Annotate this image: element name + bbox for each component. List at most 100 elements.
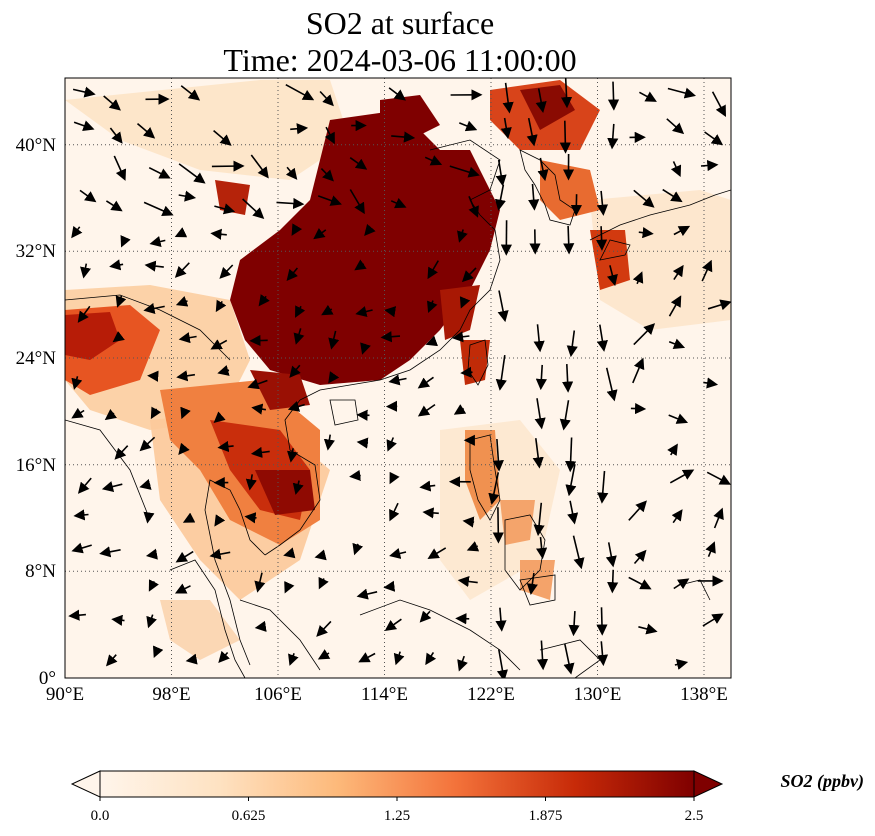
wind-arrow: [73, 509, 89, 521]
wind-arrow: [560, 78, 573, 109]
wind-arrow: [175, 296, 189, 307]
wind-arrow: [668, 413, 689, 424]
wind-arrow: [217, 365, 230, 376]
wind-arrow: [393, 651, 405, 666]
wind-arrow: [703, 377, 719, 389]
wind-arrow: [673, 225, 691, 237]
wind-arrow: [114, 445, 129, 460]
wind-arrow: [180, 406, 191, 420]
wind-arrow: [218, 650, 230, 663]
wind-arrow: [532, 438, 544, 469]
wind-arrow: [672, 264, 684, 281]
wind-arrow: [349, 469, 361, 482]
wind-arrow: [364, 223, 376, 237]
wind-arrow: [668, 338, 686, 350]
wind-arrow: [596, 641, 609, 667]
wind-arrow: [284, 581, 295, 594]
lat-tick: 16°N: [16, 455, 57, 476]
wind-arrow: [417, 403, 436, 417]
wind-arrow: [349, 189, 365, 215]
wind-arrow: [632, 271, 644, 285]
wind-arrow: [215, 299, 227, 313]
wind-arrow: [290, 123, 309, 135]
wind-arrow: [317, 195, 342, 206]
colorbar-max-extend: [693, 770, 724, 798]
wind-arrow: [457, 655, 468, 672]
wind-arrow: [324, 126, 335, 145]
wind-arrow: [628, 576, 652, 590]
wind-arrow: [667, 443, 678, 456]
wind-arrow: [389, 547, 407, 559]
wind-arrow: [328, 330, 340, 350]
wind-arrow: [213, 129, 232, 146]
wind-arrow: [536, 640, 549, 671]
wind-arrow: [313, 228, 327, 240]
lon-tick: 106°E: [254, 684, 302, 705]
wind-arrow: [425, 651, 437, 666]
wind-arrow: [419, 480, 436, 492]
lon-tick: 98°E: [152, 684, 190, 705]
wind-arrow: [99, 546, 121, 558]
wind-arrow: [459, 120, 478, 132]
wind-arrow: [103, 95, 121, 111]
wind-arrow: [174, 262, 190, 278]
wind-arrow: [217, 440, 234, 453]
wind-arrow: [633, 323, 656, 346]
wind-arrow: [250, 446, 270, 458]
wind-arrow: [109, 127, 123, 144]
wind-arrow: [462, 516, 475, 528]
wind-arrow: [79, 189, 97, 203]
wind-arrow: [669, 469, 695, 484]
wind-arrow: [360, 342, 371, 355]
wind-arrow: [287, 448, 299, 463]
wind-arrow: [700, 159, 719, 172]
wind-arrow: [492, 507, 504, 544]
wind-arrow: [535, 364, 547, 391]
wind-arrow: [388, 374, 407, 386]
colorbar-min-extend: [70, 770, 101, 798]
wind-arrow: [638, 227, 654, 239]
wind-arrow: [285, 83, 315, 101]
map-frame: [64, 77, 732, 679]
wind-arrow: [422, 507, 439, 519]
wind-arrow: [249, 334, 268, 347]
wind-arrow: [354, 259, 367, 271]
wind-arrow: [71, 542, 92, 554]
wind-arrow: [113, 155, 127, 181]
wind-arrow: [317, 649, 331, 660]
wind-arrow: [286, 267, 299, 282]
wind-arrow: [383, 580, 396, 592]
wind-arrow: [143, 511, 155, 524]
wind-arrow: [419, 610, 432, 623]
wind-arrow: [148, 166, 171, 179]
wind-arrow: [77, 305, 91, 323]
wind-arrow: [356, 588, 378, 600]
wind-arrow: [461, 267, 477, 283]
wind-arrow: [136, 122, 156, 139]
wind-arrow: [630, 402, 647, 415]
wind-arrow: [533, 324, 545, 353]
wind-arrow: [104, 408, 118, 421]
wind-arrow: [356, 437, 369, 449]
wind-arrow: [563, 643, 575, 675]
wind-arrow: [80, 263, 92, 279]
wind-arrow: [258, 294, 270, 307]
colorbar-gradient: [99, 770, 695, 798]
wind-arrow: [559, 120, 571, 154]
wind-arrow: [673, 578, 690, 590]
wind-arrow: [427, 260, 439, 280]
wind-arrow: [214, 514, 226, 527]
wind-arrow: [468, 195, 479, 218]
wind-arrow: [358, 652, 376, 663]
wind-arrow: [668, 295, 682, 317]
wind-arrow: [149, 236, 166, 247]
wind-arrow: [670, 161, 682, 178]
wind-arrow: [146, 614, 157, 629]
wind-arrow: [389, 471, 400, 485]
wind-arrow: [68, 609, 86, 621]
lon-tick: 90°E: [46, 684, 84, 705]
wind-arrow: [633, 189, 655, 208]
wind-arrow: [244, 512, 257, 524]
wind-arrow: [537, 157, 549, 182]
lat-tick: 8°N: [25, 561, 56, 582]
